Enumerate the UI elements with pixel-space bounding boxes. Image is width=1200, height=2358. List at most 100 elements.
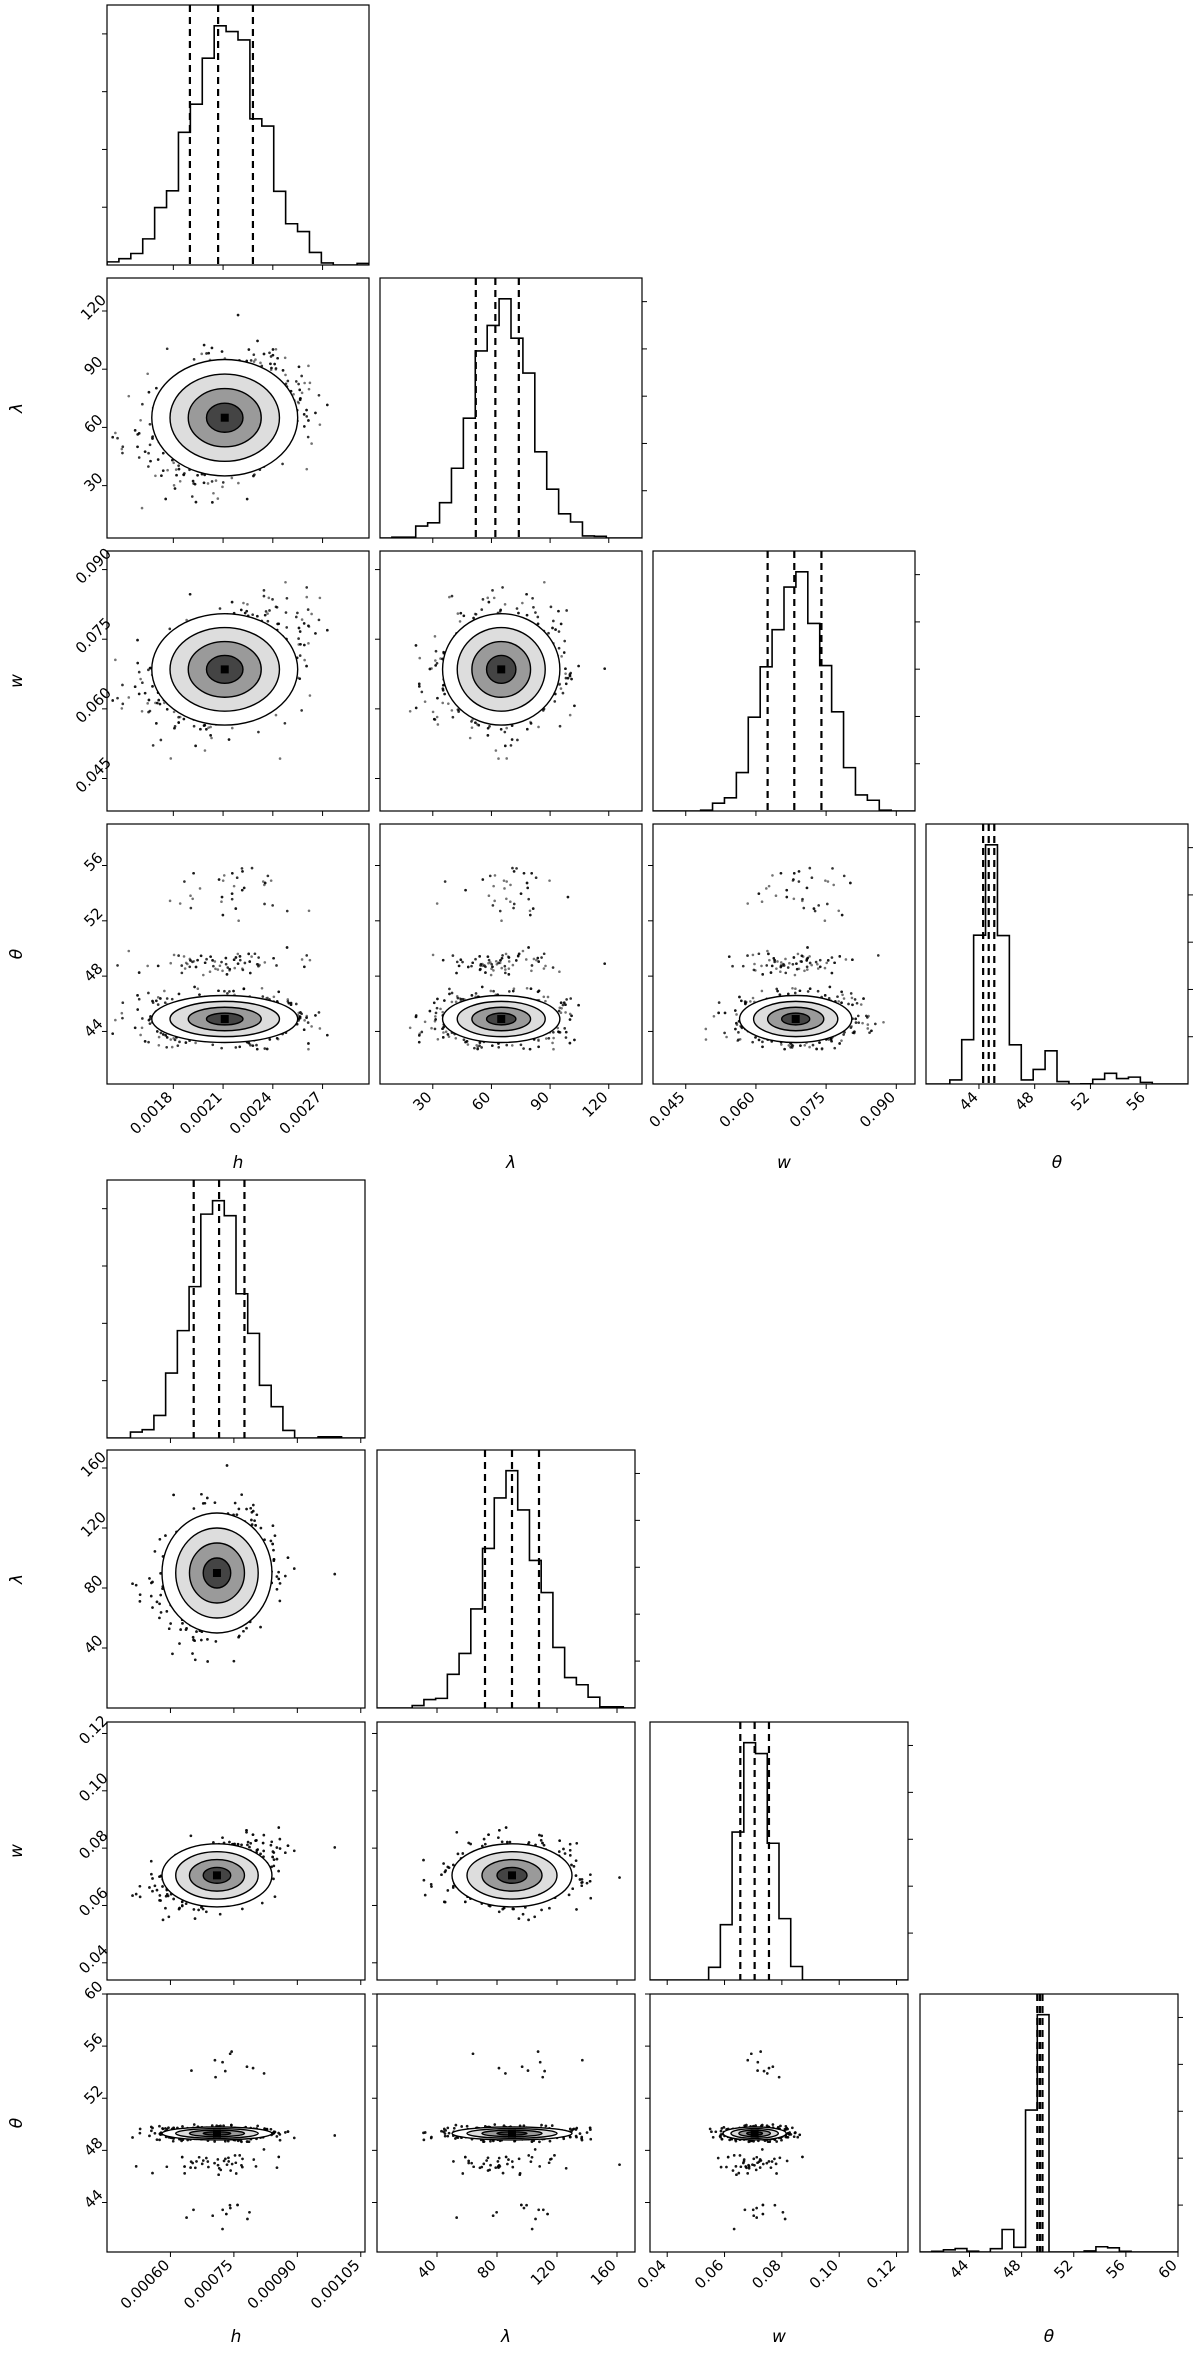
sample-point (267, 596, 271, 600)
sample-point (136, 445, 139, 449)
sample-point (547, 631, 550, 635)
sample-point (210, 736, 213, 740)
sample-point (436, 723, 440, 726)
sample-point (278, 757, 282, 760)
sample-point (306, 435, 310, 439)
sample-point (175, 473, 178, 477)
y-tick-label: 0.045 (72, 753, 115, 796)
histogram-h (107, 25, 369, 265)
sample-point (308, 694, 312, 697)
panel-frame (106, 4, 370, 266)
sample-point (300, 709, 303, 712)
sample-point (450, 709, 454, 712)
sample-point (435, 661, 439, 665)
sample-point (121, 702, 125, 706)
sample-point (209, 734, 212, 737)
sample-point (254, 358, 257, 361)
sample-point (173, 487, 177, 490)
sample-point (196, 473, 199, 477)
sample-point (178, 479, 182, 483)
sample-point (317, 393, 321, 397)
sample-point (264, 610, 268, 613)
panel-content (86, 313, 329, 510)
sample-point (140, 506, 144, 510)
panel-frame (106, 277, 370, 539)
sample-point (486, 596, 490, 600)
sample-point (271, 598, 274, 601)
sample-point (447, 702, 450, 705)
sample-point (480, 608, 484, 611)
density-peak (220, 665, 229, 674)
sample-point (468, 736, 472, 740)
sample-point (310, 612, 313, 616)
sample-point (114, 431, 117, 435)
sample-point (237, 481, 240, 485)
sample-point (230, 476, 234, 480)
sample-point (252, 474, 255, 478)
sample-point (286, 379, 290, 383)
sample-point (307, 364, 310, 368)
sample-point (86, 445, 89, 448)
y-tick-label: 30 (80, 469, 106, 495)
sample-point (277, 622, 281, 626)
sample-point (155, 722, 158, 725)
sample-point (560, 655, 563, 658)
sample-point (531, 597, 534, 600)
sample-point (423, 700, 427, 703)
sample-point (193, 482, 197, 486)
sample-point (296, 400, 300, 404)
sample-point (133, 429, 137, 432)
sample-point (164, 497, 167, 501)
sample-point (451, 715, 455, 719)
sample-point (295, 380, 298, 383)
sample-point (177, 467, 181, 471)
sample-point (470, 726, 474, 729)
sample-point (137, 432, 141, 435)
sample-point (283, 721, 287, 725)
panel-content (111, 580, 329, 760)
sample-point (297, 637, 300, 640)
y-tick-label: 90 (80, 353, 106, 379)
sample-point (307, 642, 310, 645)
sample-point (298, 630, 302, 633)
sample-point (203, 749, 207, 752)
sample-point (173, 726, 176, 730)
sample-point (159, 738, 163, 742)
sample-point (190, 495, 194, 498)
sample-point (303, 658, 306, 662)
sample-point (242, 601, 245, 605)
sample-point (227, 738, 231, 741)
panel-content (408, 580, 606, 760)
sample-point (139, 418, 142, 422)
sample-point (136, 661, 139, 665)
sample-point (161, 451, 165, 455)
sample-point (214, 479, 218, 482)
sample-point (243, 611, 247, 615)
sample-point (303, 643, 306, 647)
sample-point (202, 724, 206, 727)
sample-point (431, 710, 435, 714)
sample-point (558, 683, 561, 686)
sample-point (141, 402, 144, 406)
sample-point (191, 479, 195, 483)
sample-point (558, 724, 562, 728)
sample-point (230, 600, 234, 604)
sample-point (194, 500, 198, 504)
sample-point (111, 435, 114, 439)
y-tick-label: 120 (77, 291, 110, 324)
sample-point (310, 442, 313, 445)
sample-point (307, 419, 310, 422)
sample-point (151, 435, 155, 438)
sample-point (207, 726, 210, 729)
sample-point (151, 744, 155, 747)
panel-content (380, 278, 642, 538)
sample-point (303, 381, 306, 385)
sample-point (284, 580, 287, 584)
sample-point (474, 721, 477, 724)
sample-point (305, 467, 309, 471)
sample-point (274, 347, 278, 351)
sample-point (236, 313, 240, 317)
sample-point (245, 497, 249, 501)
